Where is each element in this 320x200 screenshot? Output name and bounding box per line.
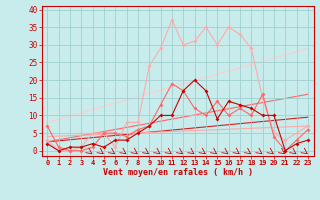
X-axis label: Vent moyen/en rafales ( km/h ): Vent moyen/en rafales ( km/h ) [103,168,252,177]
